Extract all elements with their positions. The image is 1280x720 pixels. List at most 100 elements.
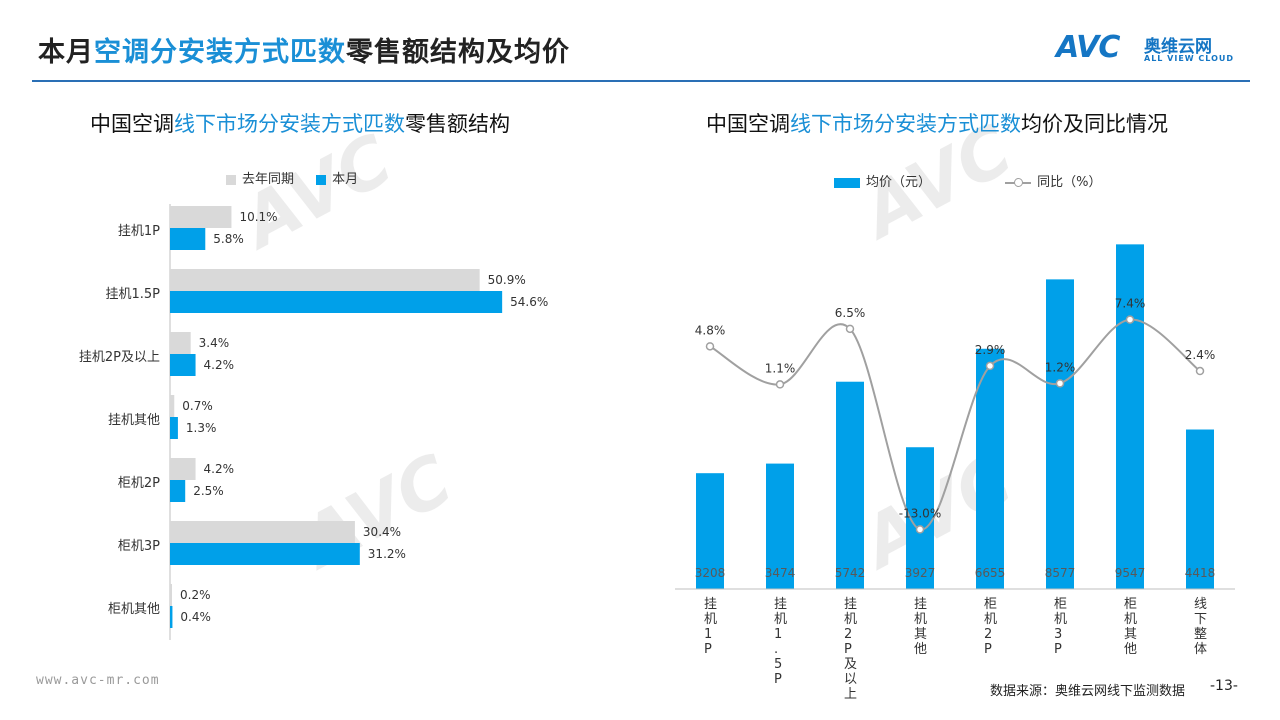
yoy-point	[1125, 315, 1135, 324]
category-label: 柜机其他	[108, 602, 160, 617]
bar	[976, 348, 1004, 589]
legend-item-yoy: 同比（%）	[1005, 171, 1102, 190]
legend-item-avg-price: 均价（元）	[834, 171, 931, 190]
data-label: 9547	[1115, 566, 1146, 580]
yoy-line	[709, 318, 1201, 531]
legend-label-yoy: 同比（%）	[1037, 175, 1102, 190]
data-label: 3927	[905, 566, 936, 580]
logo-cn-text: 奥维云网	[1144, 37, 1212, 57]
category-label: 挂机2P及以上	[79, 350, 160, 365]
logo-en-text: ALL VIEW CLOUD	[1144, 54, 1235, 63]
yoy-point	[845, 324, 855, 334]
bar	[170, 354, 196, 376]
right-chart-subtitle: 中国空调线下市场分安装方式匹数均价及同比情况	[706, 108, 1168, 138]
data-label: 7.4%	[1115, 297, 1146, 311]
data-label: 4.2%	[204, 462, 235, 476]
data-label: 50.9%	[488, 273, 526, 287]
data-label: 31.2%	[368, 547, 406, 561]
yoy-point	[985, 361, 995, 371]
logo-mark: AVC	[1056, 30, 1120, 65]
bar	[170, 269, 480, 291]
category-label: 挂机其他	[914, 597, 927, 657]
right-legend: 均价（元） 同比（%）	[834, 171, 1120, 190]
data-label: 1.3%	[186, 421, 217, 435]
yoy-point	[1055, 379, 1065, 388]
bar	[1046, 279, 1074, 589]
data-label: 30.4%	[363, 525, 401, 539]
bar	[170, 521, 355, 543]
data-label: 2.9%	[975, 343, 1006, 357]
title-highlight: 空调分安装方式匹数	[94, 37, 346, 68]
legend-item-last-year: 去年同期	[226, 168, 294, 187]
data-label: 6.5%	[835, 306, 866, 320]
legend-label-this-month: 本月	[332, 172, 359, 187]
data-label: 1.2%	[1045, 360, 1076, 374]
category-label: 柜机其他	[1124, 597, 1137, 657]
data-label: 54.6%	[510, 295, 548, 309]
bar	[1186, 429, 1214, 589]
title-part1: 本月	[38, 37, 94, 68]
title-divider	[32, 80, 1250, 82]
data-label: 0.4%	[180, 610, 211, 624]
right-subtitle-part1: 中国空调	[706, 112, 790, 136]
data-source: 数据来源：奥维云网线下监测数据	[990, 684, 1186, 699]
data-label: 1.1%	[765, 361, 796, 375]
bar	[170, 458, 196, 480]
legend-swatch-last-year	[226, 174, 236, 185]
avc-logo: AVC 奥维云网 ALL VIEW CLOUD	[1056, 30, 1256, 70]
bar	[170, 332, 191, 354]
data-label: 3208	[695, 566, 726, 580]
title-part2: 零售额结构及均价	[346, 37, 570, 68]
data-label: 10.1%	[239, 210, 277, 224]
footer-url: www.avc-mr.com	[36, 673, 160, 688]
legend-label-avg-price: 均价（元）	[866, 175, 932, 190]
legend-label-last-year: 去年同期	[242, 172, 295, 187]
data-label: 4.2%	[204, 358, 235, 372]
legend-swatch-yoy	[1005, 177, 1032, 188]
bar	[170, 606, 173, 628]
yoy-point	[1195, 366, 1205, 376]
bar	[170, 228, 206, 250]
category-label: 柜机2P	[118, 476, 160, 491]
data-label: 6655	[975, 566, 1006, 580]
right-subtitle-part2: 均价及同比情况	[1021, 112, 1168, 136]
bar	[696, 473, 724, 589]
data-label: 5742	[835, 566, 866, 580]
legend-item-this-month: 本月	[316, 168, 358, 187]
data-label: 0.7%	[182, 399, 213, 413]
yoy-point	[775, 380, 785, 389]
yoy-point	[705, 342, 715, 351]
category-label: 柜机3P	[118, 539, 160, 554]
bar	[170, 395, 175, 417]
bar	[836, 381, 864, 589]
data-label: 2.5%	[193, 484, 224, 498]
bar	[170, 291, 503, 313]
left-subtitle-part2: 零售额结构	[405, 112, 510, 136]
data-label: 3.4%	[199, 336, 230, 350]
data-label: 5.8%	[213, 232, 244, 246]
bar	[766, 463, 794, 589]
left-legend: 去年同期 本月	[226, 168, 376, 187]
bar	[170, 584, 172, 606]
bar	[170, 417, 178, 439]
left-subtitle-part1: 中国空调	[90, 112, 174, 136]
yoy-point	[915, 525, 925, 534]
bar	[170, 206, 232, 228]
legend-swatch-this-month	[316, 174, 327, 185]
data-label: 3474	[765, 566, 796, 580]
bar	[170, 480, 186, 502]
data-label: 0.2%	[180, 588, 211, 602]
data-label: 4418	[1185, 566, 1216, 580]
data-label: -13.0%	[899, 506, 941, 520]
data-label: 2.4%	[1185, 348, 1216, 362]
category-label: 挂机其他	[108, 413, 160, 428]
category-label: 线下整体	[1194, 597, 1207, 657]
bar	[1116, 244, 1144, 589]
left-chart-subtitle: 中国空调线下市场分安装方式匹数零售额结构	[90, 108, 510, 138]
